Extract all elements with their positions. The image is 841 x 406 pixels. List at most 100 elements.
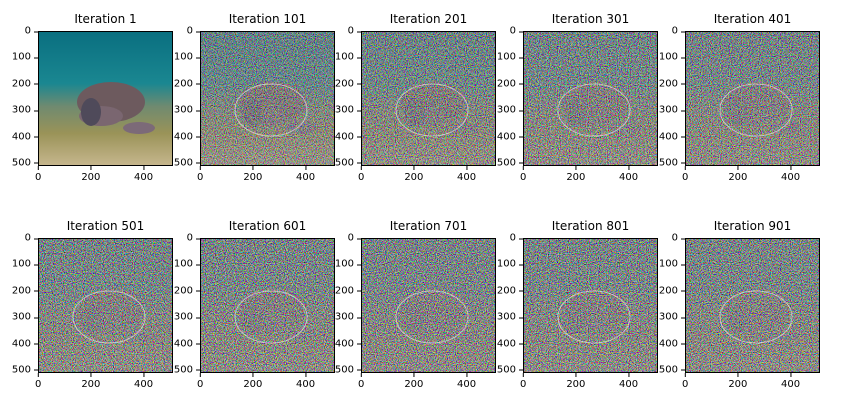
x-tick-label: 200 bbox=[728, 166, 748, 183]
y-tick-label: 0 bbox=[671, 232, 686, 244]
y-tick-label: 0 bbox=[509, 232, 524, 244]
turtle-image bbox=[523, 31, 658, 166]
y-tick-label: 0 bbox=[347, 25, 362, 37]
x-tick-label: 200 bbox=[81, 373, 101, 390]
x-tick-label: 0 bbox=[357, 373, 365, 390]
x-tick-label: 400 bbox=[457, 166, 477, 183]
y-tick-label: 400 bbox=[11, 338, 39, 350]
y-tick-label: 200 bbox=[11, 285, 39, 297]
x-tick-label: 200 bbox=[404, 166, 424, 183]
y-tick-label: 200 bbox=[173, 285, 201, 297]
x-tick-label: 400 bbox=[619, 373, 639, 390]
y-tick-label: 100 bbox=[173, 258, 201, 270]
y-tick-label: 100 bbox=[334, 51, 362, 63]
x-tick-label: 0 bbox=[196, 373, 204, 390]
x-tick-label: 400 bbox=[457, 373, 477, 390]
x-tick-label: 200 bbox=[404, 373, 424, 390]
x-tick-label: 0 bbox=[196, 166, 204, 183]
subplot-title: Iteration 101 bbox=[228, 12, 307, 26]
y-tick-label: 500 bbox=[658, 157, 686, 169]
subplot-title: Iteration 701 bbox=[389, 219, 468, 233]
subplot: Iteration 301 0 100 200 300 400 500 0 200 400 bbox=[497, 12, 658, 183]
x-tick-label: 400 bbox=[296, 166, 316, 183]
y-tick-label: 400 bbox=[173, 131, 201, 143]
y-tick-label: 0 bbox=[347, 232, 362, 244]
subplot: Iteration 401 0 100 200 300 400 500 0 200 400 bbox=[659, 12, 820, 183]
x-tick-label: 200 bbox=[243, 373, 263, 390]
y-tick-label: 200 bbox=[496, 285, 524, 297]
y-tick-label: 0 bbox=[24, 232, 39, 244]
x-tick-label: 0 bbox=[357, 166, 365, 183]
x-tick-label: 400 bbox=[619, 166, 639, 183]
x-tick-label: 400 bbox=[134, 373, 154, 390]
x-tick-label: 200 bbox=[566, 373, 586, 390]
x-tick-label: 0 bbox=[681, 373, 689, 390]
subplot: Iteration 701 0 100 200 300 400 500 0 200 400 bbox=[335, 219, 496, 390]
y-tick-label: 100 bbox=[496, 51, 524, 63]
subplot-title: Iteration 201 bbox=[389, 12, 468, 26]
y-tick-label: 300 bbox=[658, 311, 686, 323]
y-tick-label: 500 bbox=[11, 157, 39, 169]
y-tick-label: 400 bbox=[496, 131, 524, 143]
turtle-image bbox=[523, 238, 658, 373]
y-tick-label: 500 bbox=[334, 364, 362, 376]
y-tick-label: 200 bbox=[658, 78, 686, 90]
y-tick-label: 200 bbox=[496, 78, 524, 90]
y-tick-label: 0 bbox=[24, 25, 39, 37]
y-tick-label: 300 bbox=[334, 311, 362, 323]
subplot: Iteration 201 0 100 200 300 400 500 0 200 400 bbox=[335, 12, 496, 183]
y-tick-label: 400 bbox=[334, 338, 362, 350]
x-tick-label: 0 bbox=[519, 166, 527, 183]
y-tick-label: 100 bbox=[496, 258, 524, 270]
turtle-image bbox=[685, 31, 820, 166]
y-tick-label: 500 bbox=[496, 364, 524, 376]
subplot: Iteration 1 0 100 200 300 400 500 0 200 400 bbox=[12, 12, 173, 183]
subplot-title: Iteration 801 bbox=[551, 219, 630, 233]
subplot: Iteration 601 0 100 200 300 400 500 0 200 400 bbox=[174, 219, 335, 390]
y-tick-label: 200 bbox=[658, 285, 686, 297]
y-tick-label: 100 bbox=[11, 258, 39, 270]
subplot-title: Iteration 601 bbox=[228, 219, 307, 233]
y-tick-label: 400 bbox=[658, 338, 686, 350]
y-tick-label: 0 bbox=[186, 232, 201, 244]
y-tick-label: 300 bbox=[496, 311, 524, 323]
y-tick-label: 300 bbox=[334, 104, 362, 116]
y-tick-label: 500 bbox=[173, 157, 201, 169]
y-tick-label: 400 bbox=[658, 131, 686, 143]
x-tick-label: 200 bbox=[566, 166, 586, 183]
x-tick-label: 0 bbox=[519, 373, 527, 390]
turtle-image bbox=[38, 31, 173, 166]
y-tick-label: 500 bbox=[334, 157, 362, 169]
turtle-image bbox=[200, 31, 335, 166]
y-tick-label: 300 bbox=[11, 311, 39, 323]
subplot: Iteration 801 0 100 200 300 400 500 0 200 400 bbox=[497, 219, 658, 390]
subplot-title: Iteration 301 bbox=[551, 12, 630, 26]
y-tick-label: 500 bbox=[173, 364, 201, 376]
y-tick-label: 300 bbox=[11, 104, 39, 116]
x-tick-label: 0 bbox=[681, 166, 689, 183]
x-tick-label: 400 bbox=[781, 373, 801, 390]
y-tick-label: 0 bbox=[186, 25, 201, 37]
y-tick-label: 100 bbox=[658, 258, 686, 270]
subplot-title: Iteration 401 bbox=[713, 12, 792, 26]
x-tick-label: 0 bbox=[34, 373, 42, 390]
y-tick-label: 200 bbox=[334, 78, 362, 90]
turtle-image bbox=[38, 238, 173, 373]
y-tick-label: 300 bbox=[173, 104, 201, 116]
subplot: Iteration 501 0 100 200 300 400 500 0 200 400 bbox=[12, 219, 173, 390]
subplot: Iteration 101 0 100 200 300 400 500 0 200 400 bbox=[174, 12, 335, 183]
y-tick-label: 500 bbox=[11, 364, 39, 376]
y-tick-label: 200 bbox=[173, 78, 201, 90]
turtle-image bbox=[685, 238, 820, 373]
turtle-image bbox=[200, 238, 335, 373]
y-tick-label: 100 bbox=[11, 51, 39, 63]
turtle-image bbox=[361, 31, 496, 166]
y-tick-label: 400 bbox=[173, 338, 201, 350]
y-tick-label: 400 bbox=[334, 131, 362, 143]
x-tick-label: 200 bbox=[728, 373, 748, 390]
x-tick-label: 400 bbox=[781, 166, 801, 183]
y-tick-label: 100 bbox=[658, 51, 686, 63]
y-tick-label: 300 bbox=[658, 104, 686, 116]
y-tick-label: 500 bbox=[658, 364, 686, 376]
x-tick-label: 200 bbox=[81, 166, 101, 183]
